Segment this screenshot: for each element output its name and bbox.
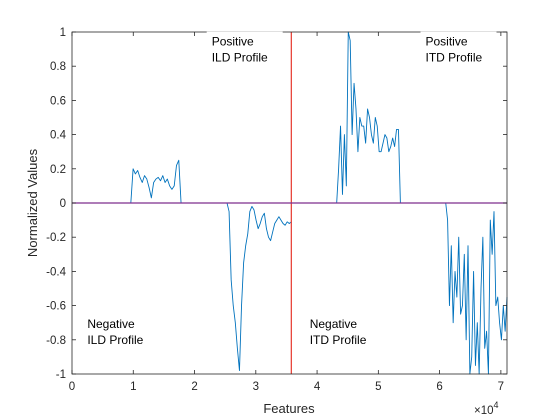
y-tick-label: 1 xyxy=(60,27,66,39)
series-0-segment-3 xyxy=(226,202,292,372)
y-tick-label: -1 xyxy=(56,369,66,381)
annotation-box xyxy=(420,31,497,72)
annotation-text: ITD Profile xyxy=(426,51,483,65)
annotation-box xyxy=(82,313,159,354)
x-tick-label: 7 xyxy=(498,381,504,393)
x-tick-label: 6 xyxy=(436,381,442,393)
series-0-segment-1 xyxy=(130,159,182,204)
y-tick-label: 0.4 xyxy=(50,130,67,142)
series-0-segment-7 xyxy=(445,202,508,375)
x-tick-label: 3 xyxy=(253,381,259,393)
annotation-negative-ild: Negative ILD Profile xyxy=(82,313,159,354)
y-tick-label: 0 xyxy=(60,198,66,210)
x-axis-title: Features xyxy=(263,401,315,416)
annotation-text: Negative xyxy=(310,317,358,331)
y-tick-label: 0.2 xyxy=(50,164,66,176)
x-axis-multiplier: ×104 xyxy=(474,400,499,417)
x-tick-label: 0 xyxy=(69,381,75,393)
annotation-text: ILD Profile xyxy=(212,51,268,65)
y-tick-label: -0.4 xyxy=(46,266,66,278)
annotation-positive-ild: Positive ILD Profile xyxy=(206,31,283,72)
annotation-negative-itd: Negative ITD Profile xyxy=(304,313,381,354)
annotation-positive-itd: Positive ITD Profile xyxy=(420,31,497,72)
x-axis-multiplier-exponent: 4 xyxy=(494,400,499,410)
annotation-text: ITD Profile xyxy=(310,333,367,347)
x-tick-label: 4 xyxy=(314,381,321,393)
y-tick-label: -0.2 xyxy=(46,232,66,244)
annotation-text: Positive xyxy=(426,35,468,49)
annotation-box xyxy=(304,313,381,354)
reference-lines xyxy=(72,32,507,374)
y-tick-label: -0.8 xyxy=(46,335,66,347)
x-tick-label: 1 xyxy=(130,381,136,393)
series-0-segment-5 xyxy=(336,31,401,204)
y-axis-title: Normalized Values xyxy=(25,148,40,257)
annotation-text: Positive xyxy=(212,35,254,49)
annotation-text: Negative xyxy=(87,317,135,331)
annotation-box xyxy=(206,31,283,72)
x-tick-label: 2 xyxy=(191,381,197,393)
y-tick-label: 0.8 xyxy=(50,61,66,73)
y-tick-label: -0.6 xyxy=(46,301,66,313)
annotation-text: ILD Profile xyxy=(87,333,143,347)
x-tick-label: 5 xyxy=(375,381,381,393)
x-axis-multiplier-base: ×10 xyxy=(474,405,494,417)
y-tick-label: 0.6 xyxy=(50,95,66,107)
